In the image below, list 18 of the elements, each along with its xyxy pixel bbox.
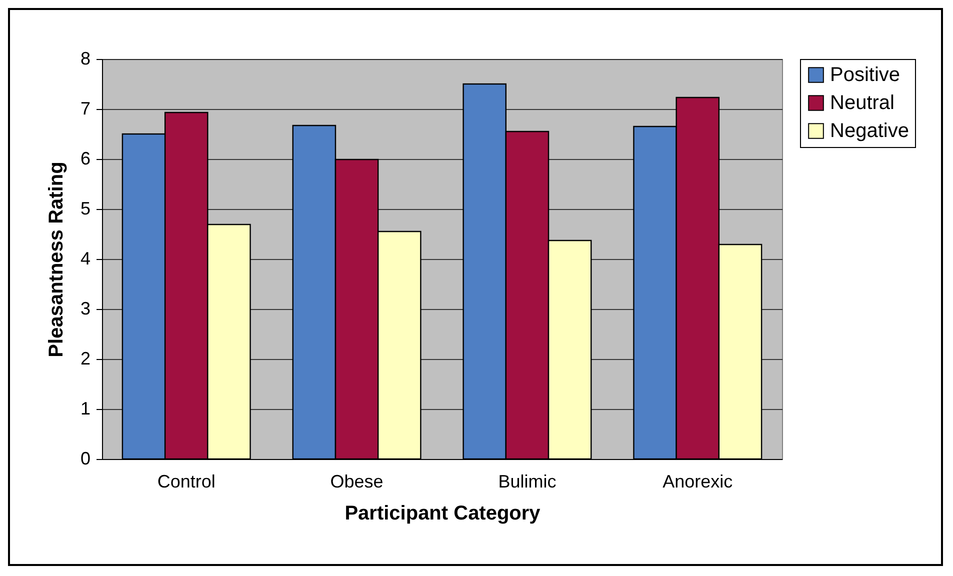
y-tick-label: 0 xyxy=(80,448,90,468)
x-tick-label: Bulimic xyxy=(498,472,556,492)
x-tick-label: Control xyxy=(157,472,216,492)
y-tick-label: 2 xyxy=(80,348,90,368)
y-tick-label: 1 xyxy=(80,398,90,418)
x-tick-label: Anorexic xyxy=(662,472,733,492)
y-tick-label: 4 xyxy=(80,248,90,268)
y-tick-label: 5 xyxy=(80,198,90,218)
legend-label: Negative xyxy=(830,120,909,142)
y-axis-title: Pleasantness Rating xyxy=(45,162,68,358)
legend-label: Neutral xyxy=(830,92,894,114)
y-tick-label: 3 xyxy=(80,298,90,318)
x-axis-title: Participant Category xyxy=(344,502,542,524)
y-tick-label: 6 xyxy=(80,148,90,168)
y-tick-label: 7 xyxy=(80,98,90,118)
y-tick-label: 8 xyxy=(80,48,90,68)
x-tick-label: Obese xyxy=(330,472,384,492)
legend-label: Positive xyxy=(830,64,900,86)
